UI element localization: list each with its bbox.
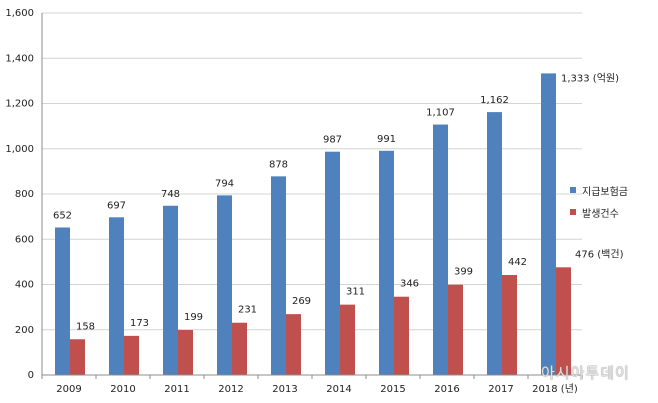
cases-bar [340,304,355,375]
bars [55,73,571,375]
y-tick-label: 1,000 [5,144,34,155]
data-labels: 652 158 697 173 748 199 794 231 878 269 987 311 991 3… [53,72,624,332]
insurance-value-label: 987 [323,135,342,146]
x-tick-label: 2016 [434,384,459,395]
y-tick-label: 600 [15,234,34,245]
y-tick-label: 0 [28,370,34,381]
insurance-value-label: 1,333 (억원) [561,72,619,84]
y-tick-label: 1,200 [5,99,34,110]
insurance-value-label: 1,162 [480,95,509,106]
legend-swatch-blue [570,187,576,193]
cases-value-label: 311 [346,287,365,298]
cases-value-label: 231 [238,305,257,316]
insurance-value-label: 991 [377,134,396,145]
insurance-bar [109,217,124,375]
cases-bar [286,314,301,375]
insurance-value-label: 878 [269,159,288,170]
x-tick-label: 2011 [164,384,189,395]
cases-bar [178,329,193,375]
insurance-value-label: 697 [107,200,126,211]
legend-label: 발생건수 [582,208,619,220]
cases-bar [502,274,517,375]
x-tick-label: 2013 [272,384,297,395]
y-axis: 0 200 400 600 800 1,000 1,200 1,400 1,600 [5,8,43,381]
legend: 지급보험금 발생건수 [570,183,628,227]
cases-bar [124,335,139,375]
insurance-bar [325,151,340,375]
cases-bar [556,267,571,375]
cases-bar [232,322,247,375]
x-tick-label: 2017 [488,384,513,395]
insurance-value-label: 794 [215,178,234,189]
x-tick-label: 2012 [218,384,243,395]
insurance-bar [433,124,448,375]
cases-value-label: 199 [184,312,203,323]
cases-bar [394,296,409,375]
y-tick-label: 800 [15,189,34,200]
cases-bar [448,284,463,375]
insurance-value-label: 652 [53,210,72,221]
cases-value-label: 476 (백건) [575,248,624,260]
cases-value-label: 158 [76,321,95,332]
y-tick-label: 400 [15,280,34,291]
y-tick-label: 1,600 [5,8,34,19]
y-tick-label: 200 [15,325,34,336]
x-tick-label: 2018 (년) [532,383,578,395]
insurance-bar [271,176,286,375]
x-axis: 2009 2010 2011 2012 2013 2014 2015 2016 2017 2018… [41,374,583,395]
legend-item-cases: 발생건수 [570,205,628,220]
insurance-bar [379,150,394,375]
x-tick-label: 2015 [380,384,405,395]
cases-bar [70,339,85,375]
cases-value-label: 173 [130,318,149,329]
x-tick-label: 2010 [110,384,135,395]
insurance-bar [541,73,556,375]
insurance-bar [217,195,232,375]
x-tick-label: 2009 [56,384,81,395]
cases-value-label: 399 [454,267,473,278]
cases-value-label: 269 [292,296,311,307]
legend-swatch-red [570,209,576,215]
insurance-bar [487,112,502,375]
cases-value-label: 442 [508,257,527,268]
x-tick-label: 2014 [326,384,351,395]
legend-label: 지급보험금 [582,186,628,198]
insurance-value-label: 748 [161,189,180,200]
cases-value-label: 346 [400,279,419,290]
insurance-bar [55,227,70,375]
gridlines [42,12,582,331]
watermark: 아시아투데이 [541,364,630,382]
legend-item-insurance: 지급보험금 [570,183,628,198]
y-tick-label: 1,400 [5,53,34,64]
insurance-value-label: 1,107 [426,108,455,119]
insurance-bar [163,205,178,375]
